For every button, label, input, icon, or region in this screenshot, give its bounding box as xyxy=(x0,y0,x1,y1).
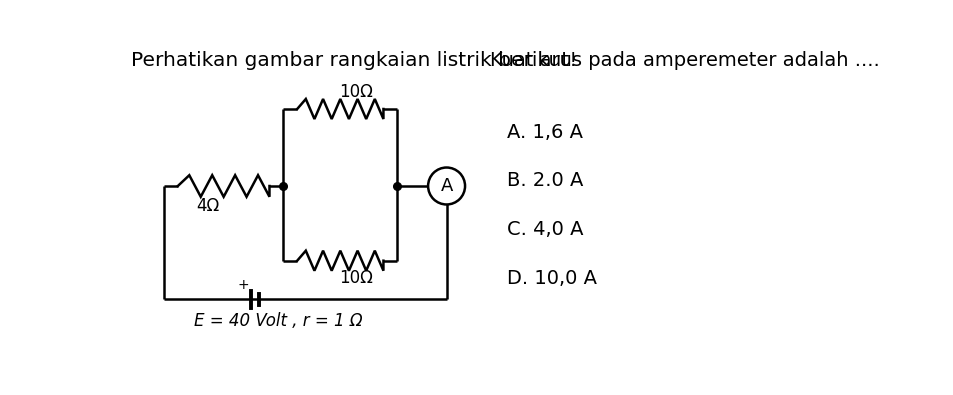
Text: 4Ω: 4Ω xyxy=(196,197,219,215)
Text: 10Ω: 10Ω xyxy=(338,269,373,287)
Text: Kuat arus pada amperemeter adalah ....: Kuat arus pada amperemeter adalah .... xyxy=(489,51,879,70)
Circle shape xyxy=(428,167,464,205)
Text: +: + xyxy=(237,278,249,292)
Text: A: A xyxy=(440,177,453,195)
Text: A. 1,6 A: A. 1,6 A xyxy=(506,122,582,141)
Text: Perhatikan gambar rangkaian listrik berikut!: Perhatikan gambar rangkaian listrik beri… xyxy=(131,51,577,70)
Text: B. 2.0 A: B. 2.0 A xyxy=(506,171,582,190)
Text: D. 10,0 A: D. 10,0 A xyxy=(506,269,596,288)
Text: 10Ω: 10Ω xyxy=(338,83,373,101)
Text: E = 40 Volt , r = 1 Ω: E = 40 Volt , r = 1 Ω xyxy=(193,312,362,330)
Text: C. 4,0 A: C. 4,0 A xyxy=(506,220,582,239)
